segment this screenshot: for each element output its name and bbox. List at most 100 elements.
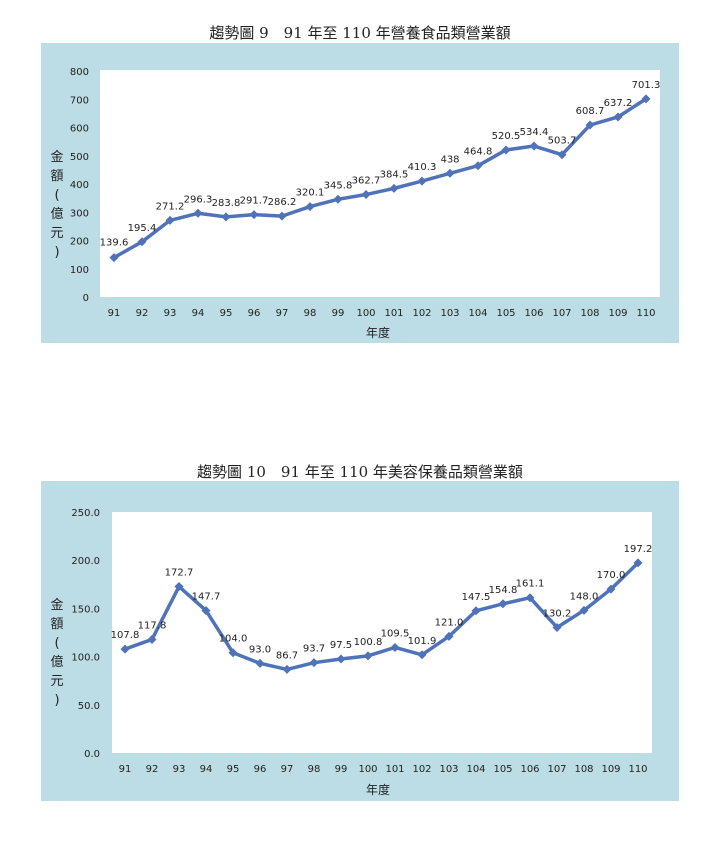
x-tick-label: 95 <box>227 764 240 775</box>
data-label: 384.5 <box>380 169 409 180</box>
data-point-marker <box>249 210 259 220</box>
data-label: 534.4 <box>520 127 549 138</box>
data-point-marker <box>147 634 157 644</box>
data-point-marker <box>525 593 535 603</box>
y-tick-label: 50.0 <box>78 701 100 712</box>
x-tick-label: 104 <box>468 308 487 319</box>
data-point-marker <box>201 606 211 616</box>
y-label-char: 額 <box>50 617 64 632</box>
data-point-marker <box>109 253 119 263</box>
data-point-marker <box>389 183 399 193</box>
y-tick-label: 400 <box>70 180 89 191</box>
data-point-marker <box>363 651 373 661</box>
chart-1-plot-area <box>100 70 660 297</box>
x-tick-label: 102 <box>412 764 431 775</box>
data-label: 283.8 <box>212 198 241 209</box>
x-tick-label: 101 <box>385 764 404 775</box>
y-label-char: 金 <box>50 150 64 165</box>
chart-2-title: 趨勢圖 10 91 年至 110 年美容保養品類營業額 <box>197 463 523 481</box>
data-point-marker <box>277 211 287 221</box>
y-label-char: 額 <box>50 169 64 184</box>
y-label-char: ) <box>54 245 60 260</box>
data-label: 93.0 <box>249 644 271 655</box>
x-tick-label: 106 <box>520 764 539 775</box>
y-label-char: 億 <box>50 655 64 670</box>
y-tick-label: 100.0 <box>71 653 100 664</box>
x-tick-label: 99 <box>332 308 345 319</box>
data-label: 170.0 <box>597 570 626 581</box>
chart-2-x-axis-label: 年度 <box>366 783 391 797</box>
data-label: 139.6 <box>100 238 129 249</box>
data-point-marker <box>221 212 231 222</box>
data-point-marker <box>579 605 589 615</box>
x-tick-label: 104 <box>466 764 485 775</box>
data-label: 520.5 <box>492 131 521 142</box>
data-label: 172.7 <box>165 568 194 579</box>
x-tick-label: 108 <box>580 308 599 319</box>
chart-1-title: 趨勢圖 9 91 年至 110 年營養食品類營業額 <box>209 24 511 42</box>
data-label: 109.5 <box>381 628 410 639</box>
x-tick-label: 97 <box>276 308 289 319</box>
y-tick-label: 0.0 <box>84 749 100 760</box>
x-tick-label: 95 <box>220 308 233 319</box>
y-tick-label: 700 <box>70 95 89 106</box>
data-point-marker <box>501 145 511 155</box>
data-label: 86.7 <box>276 650 298 661</box>
y-tick-label: 200 <box>70 237 89 248</box>
x-tick-label: 100 <box>358 764 377 775</box>
data-label: 345.8 <box>324 180 353 191</box>
y-label-char: 金 <box>50 598 64 613</box>
y-label-char: 元 <box>50 674 64 689</box>
data-label: 100.8 <box>354 637 383 648</box>
chart-1-x-axis-label: 年度 <box>366 326 391 340</box>
y-tick-label: 500 <box>70 152 89 163</box>
x-tick-label: 110 <box>628 764 647 775</box>
y-tick-label: 150.0 <box>71 604 100 615</box>
data-label: 121.0 <box>435 617 464 628</box>
data-point-marker <box>641 94 651 104</box>
x-tick-label: 92 <box>146 764 159 775</box>
x-tick-label: 100 <box>356 308 375 319</box>
data-point-marker <box>193 208 203 218</box>
data-label: 97.5 <box>330 640 352 651</box>
y-label-char: 億 <box>50 207 64 222</box>
x-tick-label: 103 <box>439 764 458 775</box>
x-tick-label: 94 <box>192 308 205 319</box>
data-point-marker <box>557 150 567 160</box>
y-label-char: ) <box>54 693 60 708</box>
data-label: 161.1 <box>516 579 545 590</box>
data-point-marker <box>336 654 346 664</box>
y-tick-label: 250.0 <box>71 508 100 519</box>
y-label-char: 元 <box>50 226 64 241</box>
data-label: 148.0 <box>570 591 599 602</box>
x-tick-label: 101 <box>384 308 403 319</box>
data-point-marker <box>417 176 427 186</box>
series-line <box>112 97 648 260</box>
data-label: 286.2 <box>268 197 297 208</box>
x-tick-label: 98 <box>308 764 321 775</box>
data-point-marker <box>473 161 483 171</box>
x-tick-label: 102 <box>412 308 431 319</box>
data-label: 503.7 <box>548 136 577 147</box>
data-label: 101.9 <box>408 636 437 647</box>
x-tick-label: 107 <box>547 764 566 775</box>
x-tick-label: 110 <box>636 308 655 319</box>
data-label: 438 <box>440 154 459 165</box>
data-point-marker <box>333 194 343 204</box>
data-point-marker <box>137 237 147 247</box>
data-point-marker <box>606 584 616 594</box>
x-tick-label: 105 <box>496 308 515 319</box>
series-line <box>123 561 640 672</box>
data-label: 147.5 <box>462 592 491 603</box>
y-label-char: ( <box>54 636 60 651</box>
data-label: 410.3 <box>408 162 437 173</box>
y-label-char: ( <box>54 188 60 203</box>
data-label: 464.8 <box>464 147 493 158</box>
y-tick-label: 0 <box>83 293 89 304</box>
x-tick-label: 98 <box>304 308 317 319</box>
x-tick-label: 94 <box>200 764 213 775</box>
data-label: 130.2 <box>543 608 572 619</box>
data-label: 637.2 <box>604 98 633 109</box>
data-point-marker <box>471 606 481 616</box>
